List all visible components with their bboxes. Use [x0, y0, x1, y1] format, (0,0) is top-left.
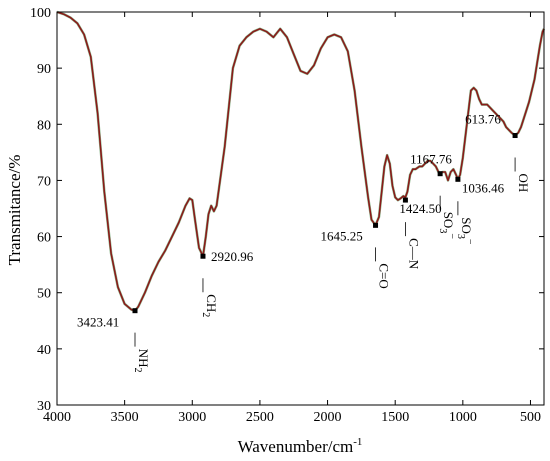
plot-frame: [56, 11, 545, 406]
x-tick-label: 1000: [449, 410, 477, 425]
x-axis-title-superscript: -1: [353, 436, 362, 448]
group-label-base: NH: [136, 349, 151, 368]
plot-area: [56, 10, 546, 313]
x-tick-label: 2000: [314, 410, 342, 425]
peak-marker: [373, 222, 379, 228]
group-label: OH: [516, 174, 531, 193]
peak-marker: [132, 308, 138, 314]
y-tick-label: 40: [37, 343, 51, 358]
peak-marker: [455, 176, 461, 182]
group-label: SO3−: [455, 217, 475, 245]
series-line-shadow: [56, 10, 546, 313]
annotations: 3423.41 2920.96 1645.25 1424.50 1167.76 1036.…: [77, 112, 531, 373]
peak-label: 3423.41: [77, 315, 119, 330]
x-tick-label: 3000: [178, 410, 206, 425]
x-tick-label: 1500: [381, 410, 409, 425]
group-label-subscript: 2: [132, 367, 143, 372]
y-tick-label: 50: [37, 287, 51, 302]
y-tick-label: 30: [37, 399, 51, 414]
y-tick-label: 60: [37, 231, 51, 246]
peak-marker: [437, 171, 443, 177]
group-label-base: OH: [516, 174, 531, 193]
axes: 4000 3500 3000 2500 2000 1500 1000 500 30 40 50 60 7…: [30, 6, 545, 425]
group-label-superscript: −: [446, 233, 457, 239]
group-label-subscript: 3: [455, 234, 466, 239]
group-label-subscript: 2: [200, 312, 211, 317]
y-tick-label: 80: [37, 118, 51, 133]
y-axis-title: Transmitance/%: [5, 155, 24, 266]
x-axis-title-text: Wavenumber/cm: [238, 437, 354, 456]
peak-label: 2920.96: [211, 249, 254, 264]
x-tick-label: 2500: [246, 410, 274, 425]
group-label: SO3−: [437, 212, 457, 240]
peak-label: 1645.25: [321, 228, 363, 243]
peak-label: 1036.46: [462, 180, 505, 195]
x-tick-label: 3500: [111, 410, 139, 425]
peak-label: 1167.76: [410, 152, 452, 167]
peak-marker: [402, 197, 408, 203]
peak-marker: [200, 253, 206, 259]
group-label-subscript: 3: [437, 228, 448, 233]
group-label-base: SO: [459, 217, 474, 234]
group-label: C=O: [377, 263, 392, 288]
group-label-base: C=O: [377, 263, 392, 288]
peak-label: 613.76: [465, 112, 501, 127]
peak-marker: [512, 133, 518, 139]
series-line: [56, 11, 545, 312]
group-label: CH2: [200, 294, 219, 317]
group-label-base: SO: [441, 212, 456, 229]
x-tick-label: 500: [520, 410, 541, 425]
group-label-base: CH: [204, 294, 219, 312]
x-axis-title: Wavenumber/cm-1: [238, 436, 363, 456]
y-tick-label: 90: [37, 62, 51, 77]
y-tick-label: 70: [37, 174, 51, 189]
group-label: NH2: [132, 349, 151, 373]
peak-label: 1424.50: [399, 201, 441, 216]
group-label-base: C—N: [406, 238, 421, 270]
x-tick-label: 4000: [43, 410, 71, 425]
group-label: C—N: [406, 238, 421, 270]
y-tick-label: 100: [30, 6, 51, 21]
group-label-superscript: −: [464, 239, 475, 245]
